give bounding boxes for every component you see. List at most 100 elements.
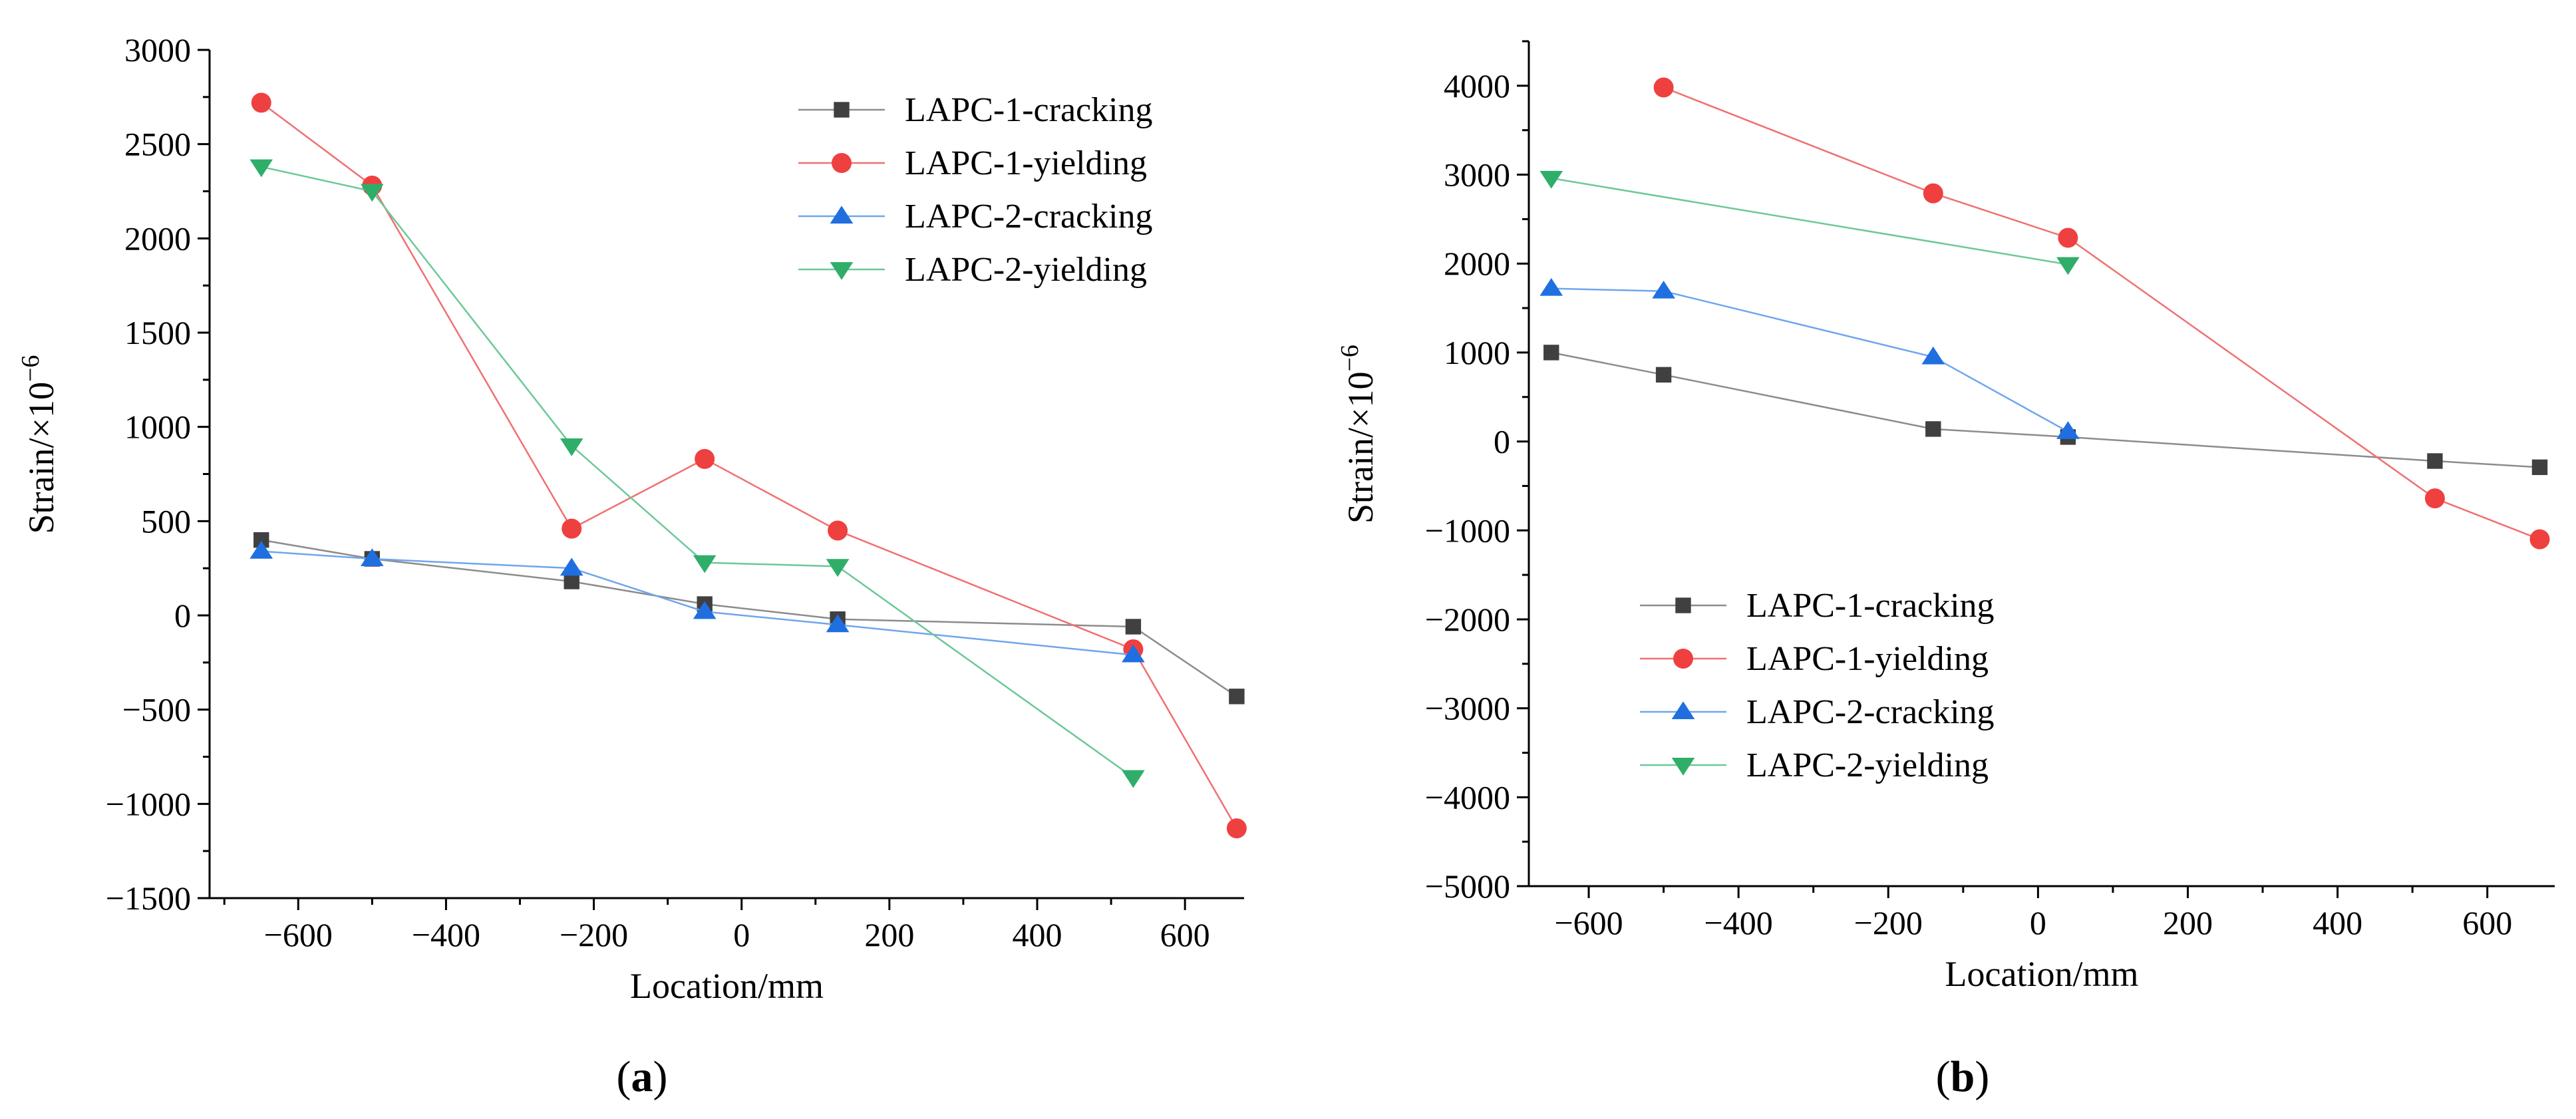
data-point-b-2	[1652, 280, 1675, 299]
legend-label-a-3: LAPC-2-yielding	[905, 251, 1147, 289]
y-tick-label-b: 3000	[1444, 156, 1510, 194]
data-point-a-0	[1229, 689, 1245, 705]
data-point-a-3	[560, 438, 583, 456]
data-point-a-3	[826, 559, 850, 577]
data-point-b-0	[1655, 367, 1672, 383]
data-point-a-3	[693, 555, 717, 573]
chart-b: −5000 −4000 −3000 −2000 −1000 0 1000 2000 3000 40…	[1336, 40, 2555, 1101]
y-tick-label-a: 1500	[124, 314, 191, 351]
y-tick-label-a: −1000	[106, 785, 191, 822]
data-point-a-2	[1122, 644, 1145, 663]
y-tick-label-a: 2000	[124, 220, 191, 257]
data-point-b-3	[2056, 257, 2080, 275]
data-point-b-0	[1925, 421, 1941, 437]
data-point-a-1	[1226, 818, 1247, 839]
panel-label-open-a: (	[617, 1052, 631, 1101]
y-tick-label-a: −1500	[106, 879, 191, 917]
x-tick-label-a: −400	[412, 916, 480, 953]
panel-label-b: (b)	[1936, 1052, 1990, 1101]
data-point-a-0	[564, 573, 579, 589]
y-axis-title-a: Strain/×10−6	[17, 355, 61, 534]
series-line-b-0	[1551, 351, 2540, 468]
y-tick-label-b: 4000	[1444, 67, 1510, 104]
data-point-a-2	[361, 548, 384, 567]
legend-marker-a-2	[830, 206, 854, 224]
series-line-a-2	[261, 550, 1134, 656]
data-point-a-1	[695, 448, 715, 469]
data-point-a-0	[253, 532, 269, 548]
panel-label-letter-a: a	[631, 1052, 653, 1101]
data-point-b-2	[2056, 421, 2080, 439]
y-tick-label-b: 1000	[1444, 334, 1510, 371]
panel-label-close-b: )	[1975, 1052, 1989, 1101]
data-point-b-2	[1921, 346, 1945, 365]
y-tick-label-b: −3000	[1425, 690, 1510, 727]
y-tick-label-b: 2000	[1444, 245, 1510, 282]
x-tick-label-a: 0	[733, 916, 750, 953]
x-tick-label-b: 600	[2462, 904, 2512, 941]
y-tick-label-a: 2500	[124, 126, 191, 163]
y-tick-label-a: 1000	[124, 408, 191, 446]
data-point-b-0	[2427, 453, 2443, 469]
data-point-a-3	[249, 159, 273, 178]
y-tick-label-a: −500	[122, 691, 191, 728]
data-point-b-1	[1923, 183, 1943, 204]
x-tick-label-a: 400	[1013, 916, 1062, 953]
legend-marker-a-0	[834, 102, 850, 118]
x-tick-label-a: 600	[1160, 916, 1210, 953]
data-point-a-0	[1125, 619, 1142, 635]
legend-label-b-0: LAPC-1-cracking	[1746, 587, 1995, 625]
data-point-b-1	[1653, 77, 1674, 98]
legend-label-b-1: LAPC-1-yielding	[1746, 640, 1989, 678]
series-line-b-1	[1663, 86, 2540, 540]
x-tick-label-a: −200	[560, 916, 628, 953]
data-point-b-1	[2058, 228, 2078, 248]
panel-label-a: (a)	[617, 1052, 668, 1101]
legend-label-a-2: LAPC-2-cracking	[905, 198, 1153, 236]
panel-label-close-a: )	[653, 1052, 668, 1101]
legend-label-a-1: LAPC-1-yielding	[905, 144, 1147, 182]
legend-marker-b-1	[1673, 649, 1693, 669]
y-tick-label-b: −2000	[1425, 601, 1510, 638]
chart-a: −1500−1000−500050010001500200025003000−6…	[17, 31, 1247, 1101]
y-tick-label-b: −4000	[1425, 778, 1510, 816]
data-point-a-1	[251, 92, 271, 113]
data-point-a-2	[826, 614, 850, 633]
x-tick-label-a: 200	[864, 916, 914, 953]
data-point-b-0	[1543, 345, 1559, 361]
legend-marker-a-3	[830, 261, 854, 280]
x-tick-label-b: 400	[2313, 904, 2362, 941]
legend-label-b-3: LAPC-2-yielding	[1746, 746, 1989, 784]
legend-label-b-2: LAPC-2-cracking	[1746, 693, 1995, 731]
legend-marker-b-0	[1675, 597, 1691, 613]
data-point-a-2	[693, 601, 717, 619]
series-line-b-2	[1551, 287, 2069, 432]
legend-label-a-0: LAPC-1-cracking	[905, 91, 1153, 129]
data-point-b-1	[2529, 529, 2550, 550]
y-axis-title-exponent-b: −6	[1336, 345, 1364, 371]
series-line-a-3	[261, 166, 1134, 778]
data-point-b-1	[2424, 488, 2445, 509]
data-point-a-3	[361, 184, 384, 202]
y-tick-label-a: 3000	[124, 31, 191, 69]
legend-marker-b-3	[1671, 757, 1695, 776]
y-tick-label-b: −5000	[1425, 868, 1510, 905]
y-tick-label-a: 0	[174, 597, 191, 634]
legend-marker-a-1	[832, 153, 852, 173]
y-axis-title-b: Strain/×10−6	[1336, 345, 1380, 524]
data-point-b-2	[1539, 277, 1563, 296]
x-tick-label-b: −600	[1554, 904, 1623, 941]
y-tick-label-b: 0	[1494, 423, 1510, 460]
panel-label-open-b: (	[1936, 1052, 1951, 1101]
data-point-a-2	[560, 558, 583, 576]
y-axis-title-exponent-a: −6	[17, 355, 45, 382]
y-tick-label-b: −1000	[1425, 512, 1510, 549]
x-tick-label-a: −600	[264, 916, 333, 953]
data-point-b-3	[1539, 170, 1563, 189]
data-point-a-2	[249, 540, 273, 559]
data-point-a-1	[828, 520, 848, 541]
data-point-a-1	[562, 518, 582, 539]
y-tick-label-a: 500	[141, 502, 191, 540]
x-tick-label-b: −400	[1704, 904, 1773, 941]
